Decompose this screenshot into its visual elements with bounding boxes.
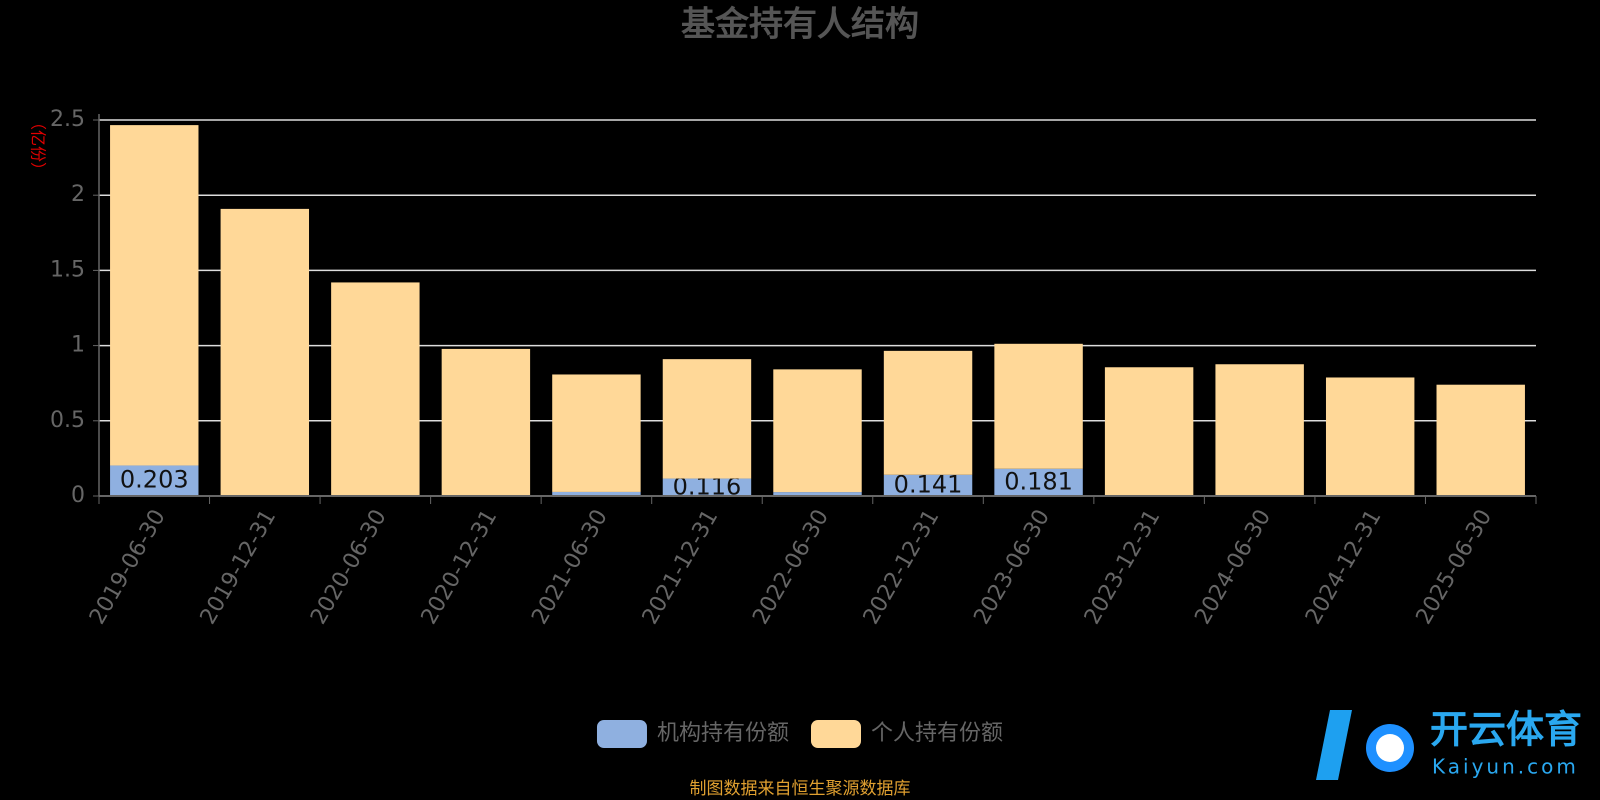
bar-segment <box>552 491 641 496</box>
y-tick-label: 1 <box>71 333 85 358</box>
x-tick-label: 2022-06-30 <box>748 506 834 629</box>
x-tick-label: 2021-06-30 <box>527 506 613 629</box>
y-axis-unit: （亿份） <box>29 114 48 178</box>
bar-segment <box>1325 377 1415 496</box>
x-tick-label: 2025-06-30 <box>1412 506 1498 629</box>
x-tick-label: 2024-06-30 <box>1190 506 1276 629</box>
bar-segment <box>662 478 752 496</box>
bar-segment <box>883 350 973 475</box>
bar-segment <box>331 282 420 496</box>
bar-segment <box>552 374 641 492</box>
y-tick-label: 2 <box>71 182 85 207</box>
data-label: 0.141 <box>894 470 963 498</box>
x-tick-label: 2023-06-30 <box>969 506 1055 629</box>
bar-segment <box>110 125 199 466</box>
legend-swatch <box>811 720 861 748</box>
bar-segment <box>441 348 531 496</box>
x-tick-label: 2019-06-30 <box>85 506 171 629</box>
watermark-subtitle: Kaiyun.com <box>1432 755 1579 779</box>
x-tick-label: 2020-12-31 <box>417 506 503 629</box>
source-note: 制图数据来自恒生聚源数据库 <box>690 779 911 799</box>
bar-segment <box>994 468 1083 496</box>
watermark-title: 开云体育 <box>1430 708 1582 752</box>
data-label: 0.181 <box>1004 467 1073 495</box>
watermark: 开云体育 Kaiyun.com <box>1316 708 1582 780</box>
legend-label: 机构持有份额 <box>657 721 789 746</box>
y-tick-label: 1.5 <box>50 257 85 282</box>
x-tick-label: 2019-12-31 <box>196 506 282 629</box>
x-tick-label: 2022-12-31 <box>859 506 945 629</box>
y-tick-label: 0 <box>71 483 85 508</box>
x-tick-label: 2020-06-30 <box>306 506 392 629</box>
bar-segment <box>1104 367 1194 496</box>
legend: 机构持有份额 个人持有份额 <box>596 720 1003 748</box>
bar-segment <box>994 343 1083 469</box>
logo-ball-inner <box>1376 734 1404 762</box>
bar-segment <box>773 492 862 496</box>
y-tick-label: 2.5 <box>50 107 85 132</box>
x-tick-label: 2021-12-31 <box>638 506 724 629</box>
chart-title: 基金持有人结构 <box>681 5 919 45</box>
x-tick-label: 2024-12-31 <box>1301 506 1387 629</box>
legend-label: 个人持有份额 <box>871 721 1003 746</box>
bar-segment <box>220 208 310 496</box>
bar-segment <box>773 369 862 493</box>
data-label: 0.203 <box>120 466 189 494</box>
legend-swatch <box>596 720 647 748</box>
logo-k <box>1316 710 1352 780</box>
y-tick-label: 0.5 <box>50 408 85 433</box>
bar-segment <box>883 474 973 496</box>
bar-segment <box>110 465 199 496</box>
bar-segment <box>1436 384 1525 496</box>
x-tick-label: 2023-12-31 <box>1080 506 1166 629</box>
bar-segment <box>662 359 752 479</box>
bar-segment <box>1215 364 1304 496</box>
